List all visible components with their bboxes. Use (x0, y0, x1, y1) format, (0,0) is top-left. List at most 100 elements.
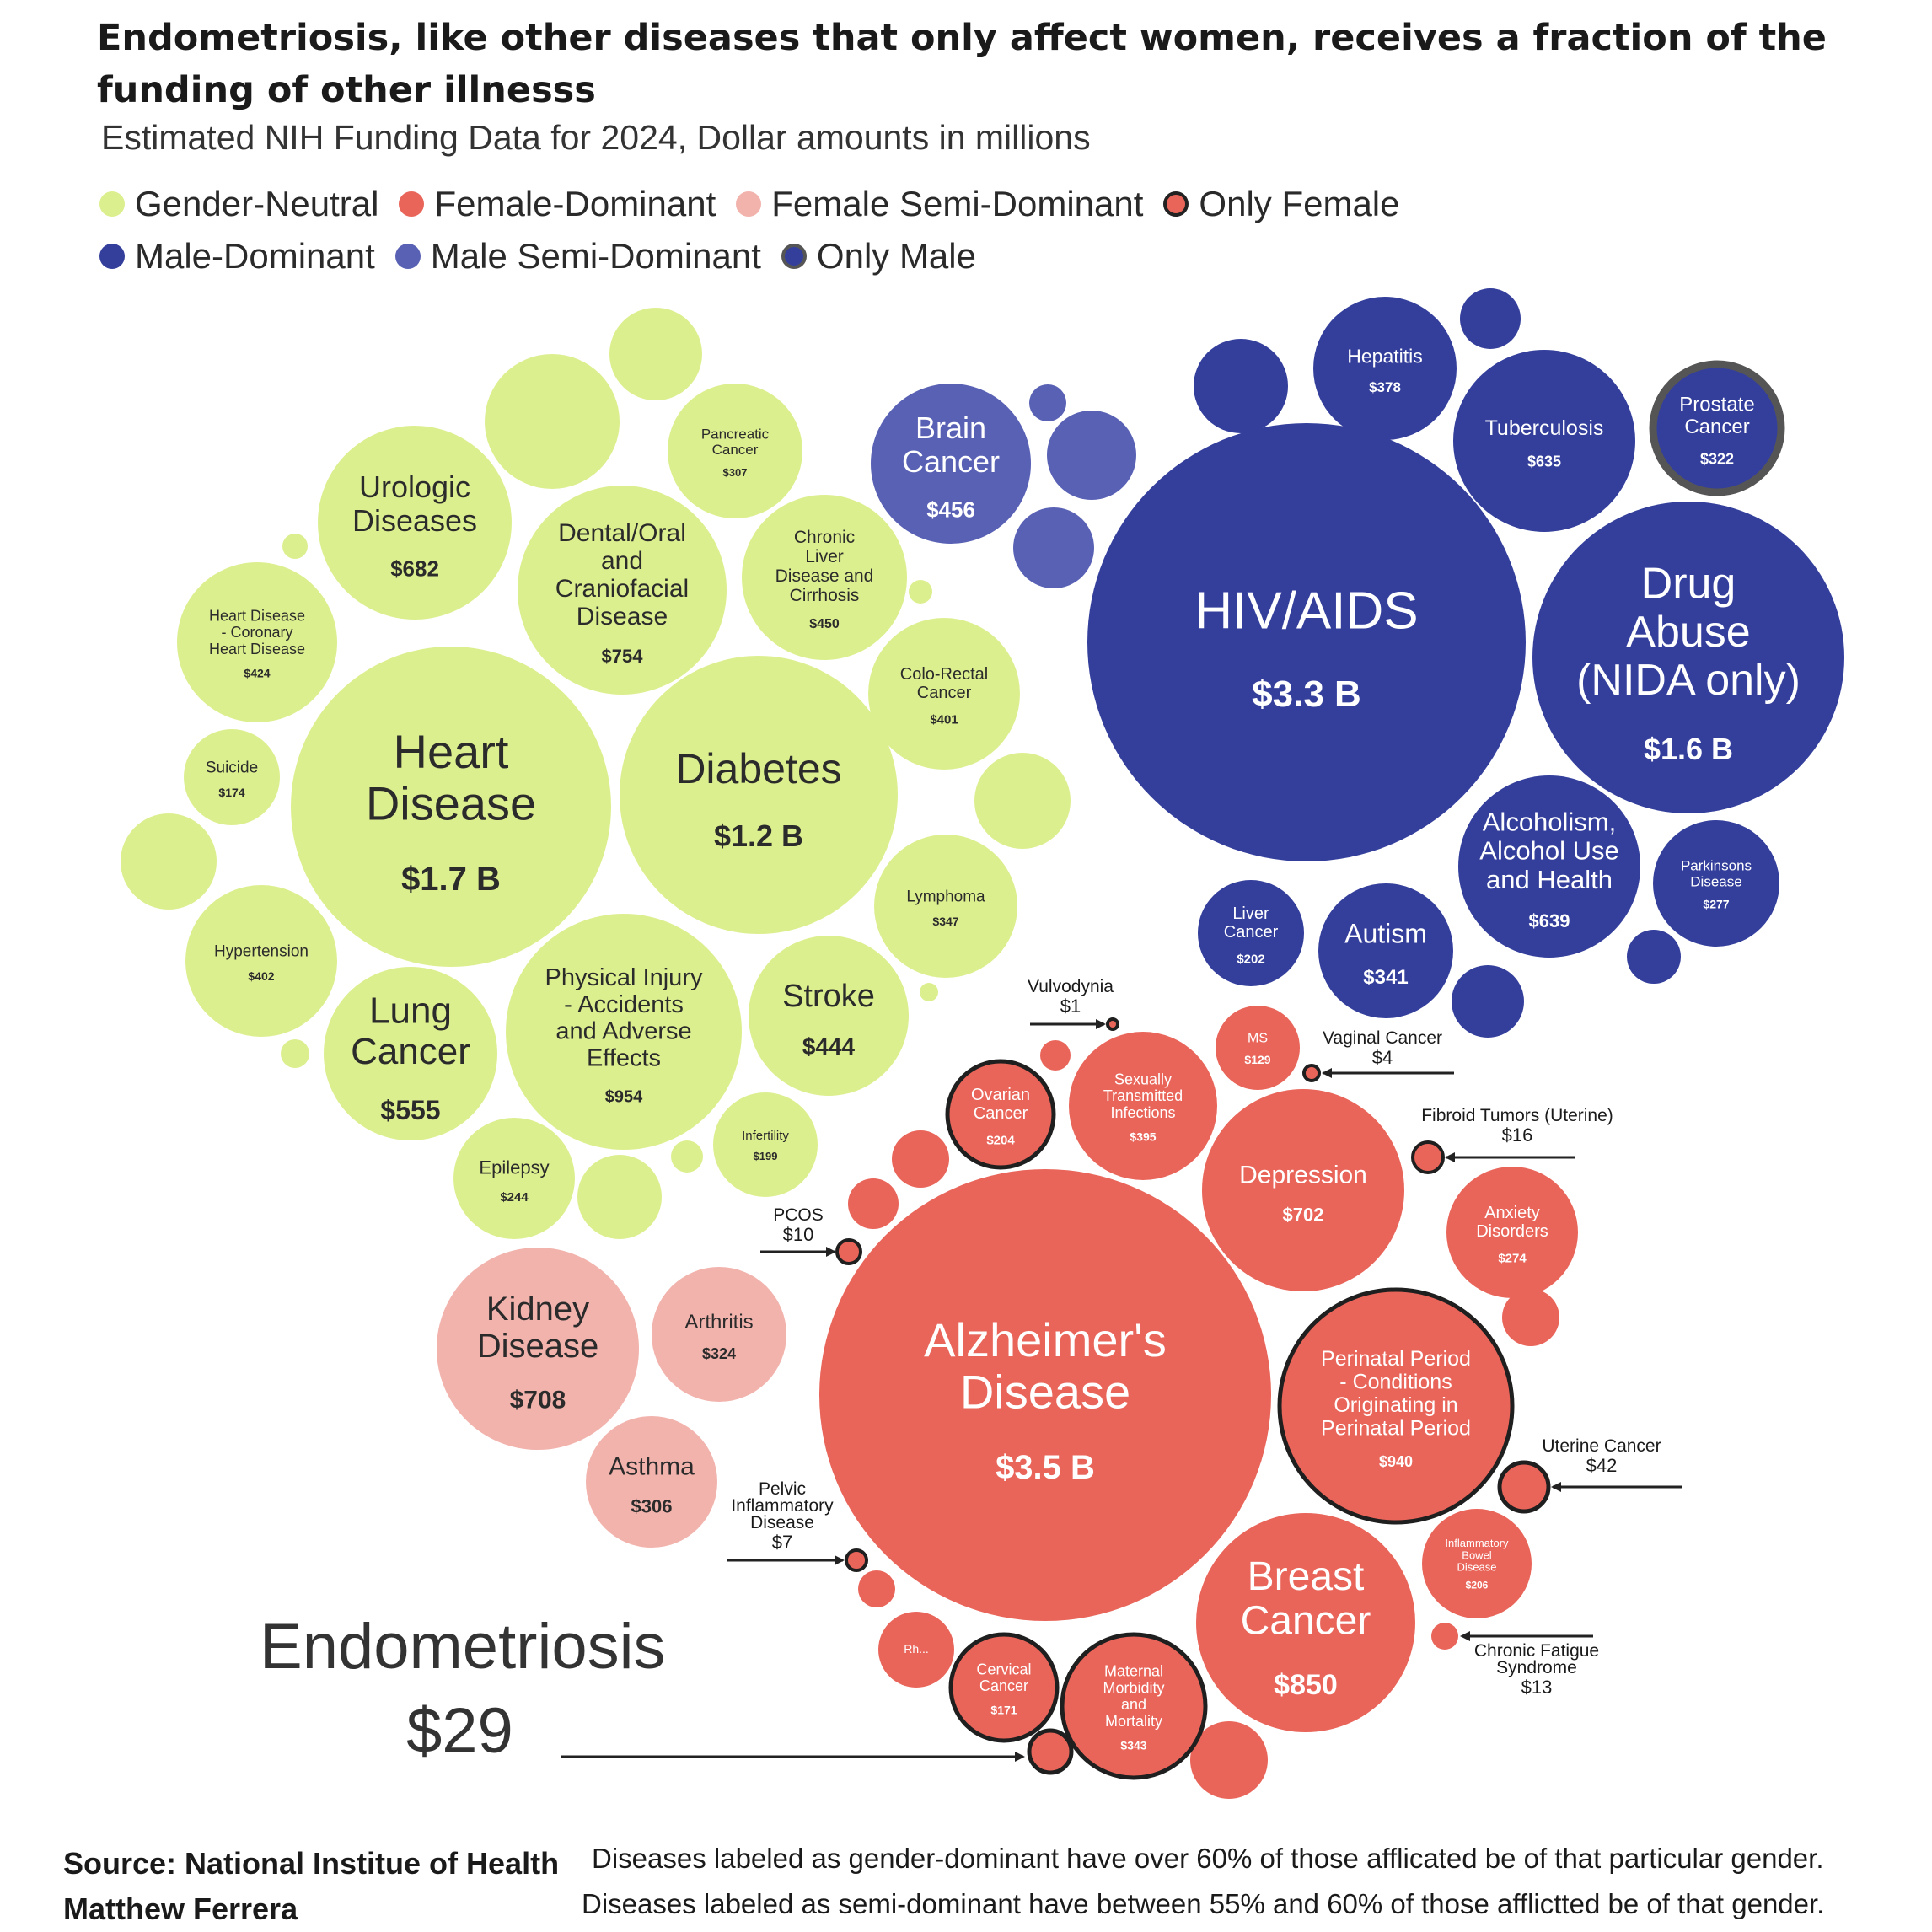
endometriosis-callout-name: Endometriosis (260, 1611, 666, 1682)
legend-swatch (781, 244, 807, 269)
bubble-value-epilepsy: $244 (500, 1190, 529, 1205)
bubble-label-stroke-0: Stroke (782, 979, 875, 1014)
bubble-label-lung-cancer-0: Lung (369, 990, 452, 1031)
bubble-dental-oral-and-craniofacial-disease (518, 486, 727, 695)
bubble-uterine-cancer (1497, 1460, 1551, 1514)
bubble-unlabeled (1190, 1721, 1268, 1799)
callout-label-vaginal-cancer-0: Vaginal Cancer (1323, 1028, 1442, 1048)
bubble-brain-cancer (871, 384, 1031, 544)
bubble-unlabeled (281, 1039, 309, 1068)
bubble-epilepsy (453, 1118, 575, 1239)
bubble-label-perinatal-period-conditions-originating-in-perinatal-period-1: - Conditions (1339, 1370, 1452, 1393)
bubble-label-asthma-0: Asthma (609, 1452, 695, 1480)
bubble-label-diabetes-0: Diabetes (675, 745, 841, 792)
legend-item-male-dominant: Male-Dominant (99, 236, 375, 276)
callout-value-pelvic-inflammatory-disease: $7 (772, 1532, 792, 1553)
bubble-value-heart-disease-coronary-heart-disease: $424 (244, 667, 270, 680)
bubble-label-hypertension-0: Hypertension (214, 943, 309, 961)
bubble-value-diabetes: $1.2 B (714, 818, 803, 853)
bubble-perinatal-period-conditions-originating-in-perinatal-period (1277, 1287, 1515, 1525)
bubble-label-maternal-morbidity-and-mortality-3: Mortality (1105, 1713, 1162, 1730)
bubble-pancreatic-cancer (668, 384, 802, 518)
bubble-value-breast-cancer: $850 (1274, 1669, 1338, 1701)
bubble-label-perinatal-period-conditions-originating-in-perinatal-period-3: Perinatal Period (1321, 1416, 1471, 1440)
bubble-label-colo-rectal-cancer-0: Colo-Rectal (900, 665, 988, 684)
bubble-label-pancreatic-cancer-0: Pancreatic (701, 426, 770, 442)
bubble-parkinsons-disease (1653, 820, 1779, 947)
callout-label-pelvic-inflammatory-disease-0: Pelvic (759, 1479, 806, 1499)
bubble-label-dental-oral-and-craniofacial-disease-2: Craniofacial (555, 575, 689, 603)
bubble-label-dental-oral-and-craniofacial-disease-3: Disease (577, 603, 668, 631)
bubble-label-inflammatory-bowel-disease-2: Disease (1457, 1561, 1497, 1574)
bubble-chronic-fatigue-syndrome (1431, 1623, 1458, 1650)
legend-swatch (399, 191, 425, 217)
endometriosis-callout-value: $29 (406, 1695, 513, 1767)
bubble-value-suicide: $174 (218, 786, 244, 799)
bubble-label-physical-injury-accidents-and-adverse-effects-1: - Accidents (564, 991, 684, 1018)
bubble-heart-disease (291, 647, 611, 967)
bubble-depression (1202, 1089, 1404, 1291)
callout-label-fibroid-tumors-uterine-0: Fibroid Tumors (Uterine) (1421, 1106, 1613, 1125)
bubble-label-kidney-disease-1: Disease (477, 1328, 599, 1365)
bubble-label-heart-disease-coronary-heart-disease-0: Heart Disease (209, 607, 305, 624)
footer-source: Source: National Institue of Health (63, 1846, 560, 1881)
bubble-value-kidney-disease: $708 (510, 1387, 566, 1414)
bubble-arthritis (652, 1267, 786, 1402)
bubble-drug-abuse-nida-only (1532, 502, 1844, 813)
bubble-value-pancreatic-cancer: $307 (723, 466, 748, 479)
bubble-unlabeled (1040, 1040, 1071, 1071)
bubble-urologic-diseases (318, 426, 512, 620)
bubble-value-hiv-aids: $3.3 B (1252, 674, 1361, 715)
legend-item-gender-neutral: Gender-Neutral (99, 184, 378, 224)
bubble-value-sexually-transmitted-infections: $395 (1130, 1130, 1156, 1144)
bubble-unlabeled (909, 580, 932, 604)
legend-item-female-dominant: Female-Dominant (399, 184, 716, 224)
bubble-label-breast-cancer-1: Cancer (1241, 1599, 1371, 1644)
bubble-unlabeled (1194, 339, 1288, 433)
legend-label: Female Semi-Dominant (771, 184, 1144, 223)
bubble-label-chronic-liver-disease-and-cirrhosis-3: Cirrhosis (790, 586, 860, 605)
legend-label: Female-Dominant (434, 184, 716, 223)
bubble-pelvic-inflammatory-disease (845, 1548, 868, 1572)
bubble-label-physical-injury-accidents-and-adverse-effects-3: Effects (587, 1045, 661, 1072)
bubble-label-heart-disease-0: Heart (394, 725, 509, 778)
callout-label-pelvic-inflammatory-disease-1: Inflammatory (731, 1496, 834, 1516)
bubble-unlabeled (1047, 411, 1136, 500)
legend-label: Only Male (816, 236, 976, 276)
bubble-label-ovarian-cancer-1: Cancer (974, 1104, 1028, 1123)
bubble-asthma (586, 1416, 717, 1548)
bubble-infertility (713, 1092, 818, 1197)
bubble-label-ms-0: MS (1248, 1032, 1268, 1046)
callout-value-chronic-fatigue-syndrome: $13 (1521, 1677, 1553, 1698)
bubble-stroke (749, 936, 909, 1096)
bubble-value-asthma: $306 (631, 1496, 673, 1517)
chart-title: Endometriosis, like other diseases that … (97, 17, 1827, 111)
bubble-label-parkinsons-disease-1: Disease (1690, 873, 1741, 889)
bubble-ms (1216, 1006, 1300, 1090)
bubble-alzheimer-s-disease (819, 1169, 1271, 1621)
legend-label: Male-Dominant (135, 236, 375, 276)
bubble-physical-injury-accidents-and-adverse-effects (506, 914, 742, 1150)
callout-value-fibroid-tumors-uterine: $16 (1502, 1124, 1533, 1146)
bubble-label-cervical-cancer-1: Cancer (979, 1677, 1028, 1694)
bubble-lung-cancer (324, 967, 497, 1140)
bubble-value-lymphoma: $347 (932, 915, 958, 928)
legend-item-only-female: Only Female (1163, 184, 1400, 224)
bubble-label-alzheimer-s-disease-0: Alzheimer's (924, 1313, 1167, 1366)
bubble-label-drug-abuse-nida-only-2: (NIDA only) (1576, 656, 1801, 705)
bubble-label-tuberculosis-0: Tuberculosis (1485, 416, 1604, 440)
bubble-label-maternal-morbidity-and-mortality-1: Morbidity (1103, 1679, 1164, 1696)
bubble-label-prostate-cancer-0: Prostate (1679, 394, 1754, 416)
bubble-label-chronic-liver-disease-and-cirrhosis-0: Chronic (794, 528, 855, 547)
bubble-label-perinatal-period-conditions-originating-in-perinatal-period-2: Originating in (1334, 1393, 1457, 1417)
legend-item-female-semi-dominant: Female Semi-Dominant (736, 184, 1143, 224)
bubble-unlabeled (282, 534, 308, 559)
bubble-label-ovarian-cancer-0: Ovarian (971, 1086, 1030, 1104)
bubble-value-autism: $341 (1363, 966, 1408, 989)
bubble-cervical-cancer (948, 1632, 1060, 1743)
bubble-label-lymphoma-0: Lymphoma (906, 888, 985, 906)
bubble-label-suicide-0: Suicide (206, 759, 258, 777)
bubble-autism (1318, 883, 1453, 1018)
